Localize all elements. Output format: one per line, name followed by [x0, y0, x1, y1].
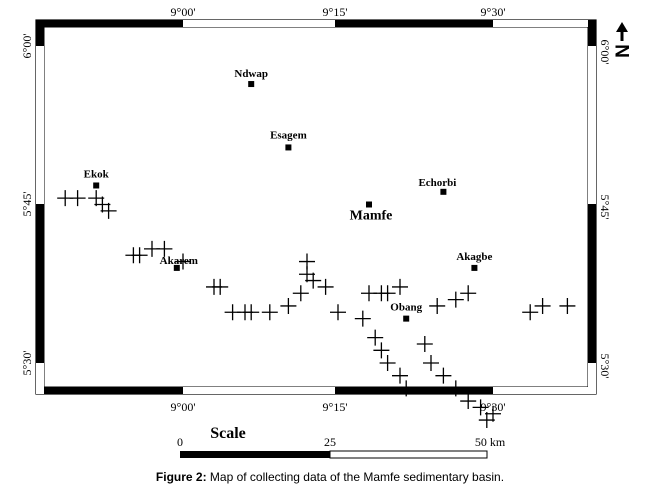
figure-caption: Figure 2: Map of collecting data of the …	[0, 470, 660, 484]
north-arrow-icon: N	[613, 22, 634, 58]
scale-segment-dark	[180, 451, 330, 458]
station-cross-icon	[261, 304, 278, 321]
border-band	[588, 363, 596, 394]
town-label-akarem: Akarem	[160, 255, 198, 267]
border-band	[36, 387, 183, 394]
station-cross-icon	[447, 291, 464, 308]
town-square-icon	[471, 264, 478, 271]
town-square-icon	[366, 201, 372, 208]
station-cross-icon	[485, 405, 501, 422]
station-cross-icon	[460, 393, 477, 410]
town-label-mamfe: Mamfe	[350, 209, 393, 224]
station-cross-icon	[305, 272, 322, 289]
border-band	[36, 46, 44, 204]
border-band	[36, 363, 44, 394]
station-cross-icon	[429, 297, 446, 314]
station-cross-icon	[435, 367, 452, 384]
station-cross-icon	[131, 247, 148, 264]
town-label-echorbi: Echorbi	[418, 177, 456, 189]
station-cross-icon	[212, 278, 229, 295]
top-tick-9-15: 9°15'	[323, 5, 348, 19]
station-cross-icon	[379, 355, 396, 371]
station-cross-icon	[243, 304, 260, 321]
town-square-icon	[173, 264, 180, 271]
border-band	[493, 20, 596, 27]
station-cross-icon	[292, 285, 309, 302]
station-cross-icon	[69, 190, 86, 207]
border-band	[36, 204, 44, 363]
sampling-stations	[57, 190, 576, 429]
border-band	[493, 387, 596, 394]
border-band	[183, 20, 335, 27]
station-cross-icon	[398, 380, 415, 397]
station-cross-icon	[392, 278, 408, 295]
border-band	[183, 387, 335, 394]
station-cross-icon	[175, 253, 191, 270]
scale-tick-25: 25	[324, 435, 336, 449]
town-label-ekok: Ekok	[84, 168, 110, 180]
figure-caption-label: Figure 2:	[155, 470, 207, 484]
station-cross-icon	[423, 355, 439, 371]
scale-segment-light	[329, 450, 488, 459]
town-square-icon	[403, 315, 410, 322]
station-cross-icon	[280, 297, 297, 314]
station-cross-icon	[317, 278, 334, 295]
top-tick-9-30: 9°30'	[481, 5, 506, 19]
right-tick-6-00: 6°00'	[598, 40, 612, 65]
town-square-icon	[248, 81, 255, 88]
scale-title: Scale	[210, 425, 246, 442]
map-inner-frame	[43, 26, 589, 388]
town-label-esagem: Esagem	[270, 129, 307, 141]
map-outer-frame	[35, 19, 597, 395]
station-cross-icon	[392, 367, 408, 384]
station-cross-icon	[373, 342, 390, 359]
station-cross-icon	[330, 304, 346, 321]
town-square-icon	[93, 182, 100, 189]
border-band	[36, 20, 44, 46]
town-markers: Ndwap Esagem Ekok Echorbi Mamfe Akarem Akagbe O…	[84, 68, 493, 322]
figure-caption-text: Map of collecting data of the Mamfe sedi…	[206, 470, 505, 484]
station-cross-icon	[379, 285, 396, 302]
scale-tick-0: 0	[177, 435, 183, 449]
north-arrow-letter: N	[613, 44, 634, 58]
station-cross-icon	[367, 329, 384, 346]
station-cross-icon	[416, 335, 433, 352]
left-tick-6-00: 6°00'	[20, 34, 34, 59]
scale-tick-50: 50 km	[475, 435, 506, 449]
station-cross-icon	[559, 297, 576, 314]
map-border-segments	[36, 20, 596, 394]
border-band	[335, 20, 493, 27]
station-cross-icon	[299, 253, 315, 270]
town-square-icon	[440, 188, 447, 195]
bottom-tick-9-00: 9°00'	[171, 400, 196, 414]
left-tick-5-30: 5°30'	[20, 351, 34, 376]
town-square-icon	[285, 144, 292, 151]
bottom-tick-9-15: 9°15'	[323, 400, 348, 414]
right-tick-5-45: 5°45'	[598, 195, 612, 220]
top-tick-9-00: 9°00'	[171, 5, 196, 19]
station-cross-icon	[534, 297, 551, 314]
station-cross-icon	[478, 412, 495, 429]
station-cross-icon	[472, 399, 489, 416]
station-cross-icon	[100, 202, 117, 219]
station-cross-icon	[94, 196, 111, 213]
town-label-akagbe: Akagbe	[456, 251, 492, 263]
station-cross-icon	[460, 285, 477, 302]
border-band	[588, 204, 596, 363]
station-cross-icon	[156, 240, 173, 257]
station-cross-icon	[88, 190, 105, 207]
station-cross-icon	[354, 310, 371, 327]
town-label-obang: Obang	[390, 302, 422, 314]
station-cross-icon	[447, 380, 464, 397]
scale-bar: Scale 0 25 50 km	[177, 425, 506, 459]
left-tick-5-45: 5°45'	[20, 192, 34, 217]
border-band	[588, 20, 596, 46]
station-cross-icon	[522, 304, 539, 321]
border-band	[335, 387, 493, 394]
border-band	[588, 46, 596, 204]
border-band	[36, 20, 183, 27]
right-tick-5-30: 5°30'	[598, 354, 612, 379]
town-label-ndwap: Ndwap	[234, 68, 268, 80]
